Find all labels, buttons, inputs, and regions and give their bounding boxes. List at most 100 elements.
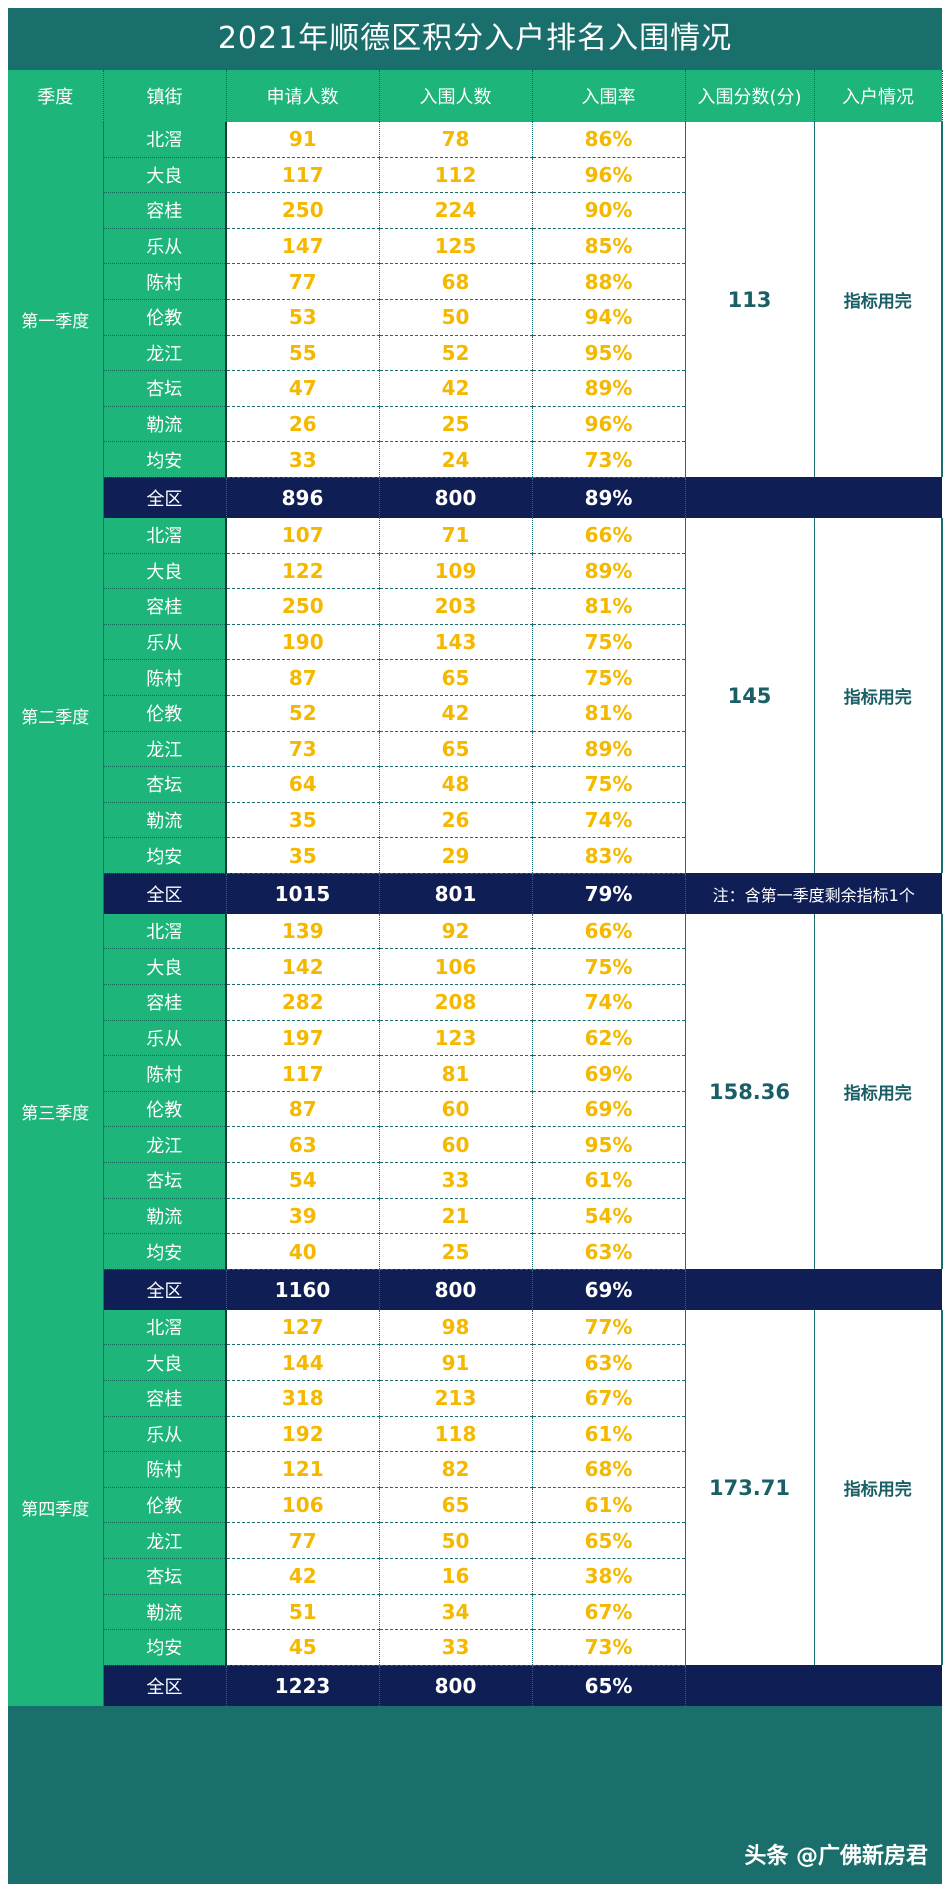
applicants-cell: 35 (226, 837, 380, 874)
table-frame: 2021年顺德区积分入户排名入围情况 季度 镇街 申请人数 入围人数 入围率 入… (8, 8, 943, 1884)
table-row: 均安 33 24 73% (8, 441, 942, 478)
rate-cell: 69% (532, 1055, 686, 1092)
ranking-table: 季度 镇街 申请人数 入围人数 入围率 入围分数(分) 入户情况 第一季度 北滘 9… (8, 70, 943, 1706)
season-cell: 第一季度 (8, 122, 104, 518)
admitted-cell: 143 (379, 624, 533, 661)
total-note (685, 1269, 942, 1310)
table-row: 第一季度 北滘 91 78 86% 113 指标用完 (8, 122, 943, 518)
rate-cell: 96% (532, 406, 686, 443)
town-cell: 乐从 (103, 624, 227, 661)
total-row: 全区 1223 800 65% (8, 1665, 942, 1706)
admitted-cell: 82 (379, 1451, 533, 1488)
applicants-cell: 147 (226, 228, 380, 265)
rate-cell: 74% (532, 984, 686, 1021)
table-row: 伦教 52 42 81% (8, 695, 942, 732)
town-cell: 均安 (103, 837, 227, 874)
admitted-cell: 71 (379, 517, 533, 554)
table-row: 陈村 117 81 69% (8, 1055, 942, 1092)
table-row: 陈村 121 82 68% (8, 1451, 942, 1488)
town-cell: 均安 (103, 1233, 227, 1270)
status-cell: 指标用完 (814, 517, 943, 874)
rate-cell: 68% (532, 1451, 686, 1488)
admitted-cell: 224 (379, 192, 533, 229)
applicants-cell: 63 (226, 1126, 380, 1164)
admitted-cell: 112 (379, 157, 533, 194)
rate-cell: 81% (532, 588, 686, 625)
applicants-cell: 54 (226, 1162, 380, 1199)
admitted-cell: 65 (379, 731, 533, 768)
admitted-cell: 123 (379, 1020, 533, 1057)
applicants-cell: 35 (226, 802, 380, 839)
rate-cell: 63% (532, 1233, 686, 1270)
admitted-cell: 125 (379, 228, 533, 265)
table-row: 陈村 77 68 88% (8, 263, 942, 300)
admitted-cell: 21 (379, 1198, 533, 1235)
status-cell: 指标用完 (814, 913, 943, 1270)
admitted-cell: 98 (379, 1309, 533, 1346)
admitted-cell: 60 (379, 1091, 533, 1128)
total-note (685, 477, 942, 518)
score-cell: 113 (684, 122, 815, 478)
applicants-cell: 42 (226, 1558, 380, 1595)
table-row: 容桂 250 203 81% (8, 588, 942, 625)
applicants-cell: 127 (226, 1309, 380, 1346)
applicants-cell: 77 (226, 1522, 380, 1559)
table-row: 勒流 35 26 74% (8, 802, 942, 839)
rate-cell: 38% (532, 1558, 686, 1595)
applicants-cell: 52 (226, 695, 380, 732)
table-row: 龙江 63 60 95% (8, 1126, 942, 1164)
town-cell: 容桂 (103, 588, 227, 625)
town-cell: 均安 (103, 1629, 227, 1666)
admitted-cell: 24 (379, 441, 533, 478)
applicants-cell: 122 (226, 553, 380, 590)
rate-cell: 86% (532, 122, 686, 158)
admitted-cell: 81 (379, 1055, 533, 1092)
town-cell: 杏坛 (103, 766, 227, 803)
applicants-cell: 250 (226, 588, 380, 625)
town-cell: 北滘 (103, 517, 227, 554)
applicants-cell: 45 (226, 1629, 380, 1666)
applicants-cell: 53 (226, 299, 380, 336)
rate-cell: 83% (532, 837, 686, 874)
table-row: 大良 142 106 75% (8, 948, 942, 986)
season-cell: 第四季度 (8, 1309, 104, 1706)
rate-cell: 73% (532, 1629, 686, 1666)
status-cell: 指标用完 (814, 1309, 943, 1666)
rate-cell: 66% (532, 517, 686, 554)
table-row: 大良 144 91 63% (8, 1344, 942, 1381)
table-row: 勒流 39 21 54% (8, 1198, 942, 1235)
total-rate: 89% (532, 477, 686, 518)
rate-cell: 95% (532, 335, 686, 372)
status-cell: 指标用完 (814, 122, 943, 478)
season-cell: 第二季度 (8, 517, 104, 914)
admitted-cell: 26 (379, 802, 533, 839)
admitted-cell: 50 (379, 299, 533, 336)
admitted-cell: 42 (379, 370, 533, 407)
rate-cell: 65% (532, 1522, 686, 1559)
table-row: 伦教 53 50 94% (8, 299, 942, 336)
applicants-cell: 33 (226, 441, 380, 478)
town-cell: 大良 (103, 553, 227, 590)
rate-cell: 61% (532, 1416, 686, 1453)
town-cell: 勒流 (103, 1198, 227, 1235)
town-cell: 陈村 (103, 263, 227, 300)
town-cell: 北滘 (103, 913, 227, 950)
town-cell: 陈村 (103, 1451, 227, 1488)
applicants-cell: 55 (226, 335, 380, 372)
applicants-cell: 121 (226, 1451, 380, 1488)
admitted-cell: 118 (379, 1416, 533, 1453)
rate-cell: 95% (532, 1126, 686, 1164)
table-row: 陈村 87 65 75% (8, 659, 942, 696)
admitted-cell: 68 (379, 263, 533, 300)
admitted-cell: 52 (379, 335, 533, 372)
table-row: 乐从 197 123 62% (8, 1020, 942, 1057)
header-season: 季度 (8, 70, 104, 122)
applicants-cell: 77 (226, 263, 380, 300)
table-row: 乐从 147 125 85% (8, 228, 942, 265)
table-row: 龙江 55 52 95% (8, 335, 942, 372)
applicants-cell: 142 (226, 948, 380, 986)
town-cell: 容桂 (103, 192, 227, 229)
applicants-cell: 26 (226, 406, 380, 443)
admitted-cell: 16 (379, 1558, 533, 1595)
table-row: 杏坛 47 42 89% (8, 370, 942, 407)
